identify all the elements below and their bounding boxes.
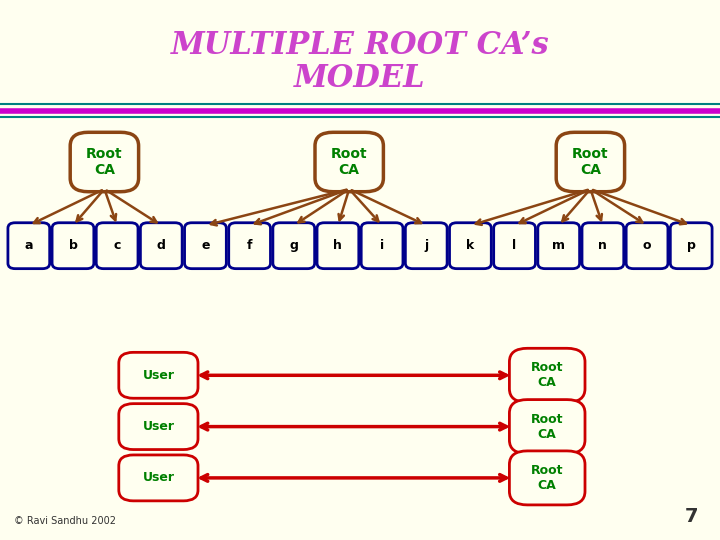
FancyBboxPatch shape [494, 222, 536, 268]
Text: h: h [333, 239, 342, 252]
FancyBboxPatch shape [140, 222, 182, 268]
Text: 7: 7 [685, 508, 698, 526]
FancyBboxPatch shape [315, 132, 383, 192]
Text: k: k [467, 239, 474, 252]
Text: g: g [289, 239, 298, 252]
Text: MODEL: MODEL [294, 63, 426, 94]
Text: © Ravi Sandhu 2002: © Ravi Sandhu 2002 [14, 516, 117, 526]
FancyBboxPatch shape [229, 222, 271, 268]
FancyBboxPatch shape [119, 352, 198, 399]
Text: p: p [687, 239, 696, 252]
Text: a: a [24, 239, 33, 252]
FancyBboxPatch shape [361, 222, 403, 268]
Text: e: e [201, 239, 210, 252]
Text: MULTIPLE ROOT CA’s: MULTIPLE ROOT CA’s [171, 30, 549, 62]
FancyBboxPatch shape [510, 348, 585, 402]
FancyBboxPatch shape [317, 222, 359, 268]
Text: i: i [380, 239, 384, 252]
FancyBboxPatch shape [538, 222, 580, 268]
Text: Root
CA: Root CA [86, 147, 122, 177]
FancyBboxPatch shape [582, 222, 624, 268]
FancyBboxPatch shape [405, 222, 447, 268]
Text: f: f [247, 239, 252, 252]
Text: User: User [143, 471, 174, 484]
FancyBboxPatch shape [510, 400, 585, 454]
Text: j: j [424, 239, 428, 252]
Text: n: n [598, 239, 607, 252]
Text: User: User [143, 369, 174, 382]
Text: o: o [643, 239, 652, 252]
Text: l: l [513, 239, 517, 252]
FancyBboxPatch shape [70, 132, 138, 192]
Text: User: User [143, 420, 174, 433]
Text: Root
CA: Root CA [331, 147, 367, 177]
Text: Root
CA: Root CA [572, 147, 608, 177]
FancyBboxPatch shape [273, 222, 315, 268]
FancyBboxPatch shape [96, 222, 138, 268]
FancyBboxPatch shape [119, 455, 198, 501]
Text: c: c [114, 239, 121, 252]
FancyBboxPatch shape [556, 132, 624, 192]
Text: Root
CA: Root CA [531, 464, 564, 492]
FancyBboxPatch shape [626, 222, 668, 268]
FancyBboxPatch shape [510, 451, 585, 505]
FancyBboxPatch shape [670, 222, 712, 268]
FancyBboxPatch shape [52, 222, 94, 268]
Text: b: b [68, 239, 77, 252]
Text: m: m [552, 239, 565, 252]
FancyBboxPatch shape [8, 222, 50, 268]
FancyBboxPatch shape [119, 404, 198, 449]
Text: d: d [157, 239, 166, 252]
Text: Root
CA: Root CA [531, 361, 564, 389]
Text: Root
CA: Root CA [531, 413, 564, 441]
FancyBboxPatch shape [184, 222, 226, 268]
FancyBboxPatch shape [449, 222, 491, 268]
